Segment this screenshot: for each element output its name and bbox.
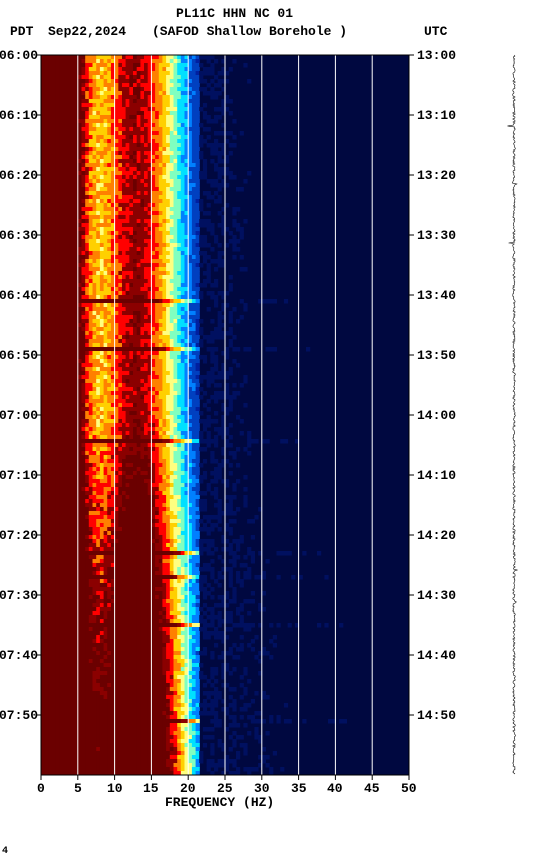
x-tick-label: 40 [327, 781, 343, 796]
spectrogram-chart [0, 0, 552, 864]
x-tick-label: 15 [143, 781, 159, 796]
right-tick-label: 13:00 [417, 48, 456, 63]
right-tick-label: 13:20 [417, 168, 456, 183]
right-tick-label: 14:10 [417, 468, 456, 483]
x-tick-label: 35 [291, 781, 307, 796]
right-tick-label: 14:30 [417, 588, 456, 603]
x-tick-label: 0 [37, 781, 45, 796]
right-tick-label: 14:00 [417, 408, 456, 423]
left-tick-label: 06:50 [0, 348, 38, 363]
x-tick-label: 30 [254, 781, 270, 796]
left-tick-label: 07:40 [0, 648, 38, 663]
left-tick-label: 06:30 [0, 228, 38, 243]
left-tick-label: 06:20 [0, 168, 38, 183]
left-tick-label: 07:50 [0, 708, 38, 723]
x-tick-label: 25 [217, 781, 233, 796]
left-tick-label: 06:00 [0, 48, 38, 63]
x-tick-label: 20 [180, 781, 196, 796]
x-tick-label: 5 [74, 781, 82, 796]
right-tick-label: 14:50 [417, 708, 456, 723]
left-tick-label: 07:00 [0, 408, 38, 423]
x-tick-label: 50 [401, 781, 417, 796]
left-tick-label: 07:10 [0, 468, 38, 483]
footer-text: 4 [2, 846, 8, 857]
x-tick-label: 45 [364, 781, 380, 796]
left-tick-label: 06:10 [0, 108, 38, 123]
right-tick-label: 13:10 [417, 108, 456, 123]
left-tick-label: 07:20 [0, 528, 38, 543]
left-tick-label: 07:30 [0, 588, 38, 603]
left-tick-label: 06:40 [0, 288, 38, 303]
x-tick-label: 10 [107, 781, 123, 796]
right-tick-label: 14:20 [417, 528, 456, 543]
frequency-axis-title: FREQUENCY (HZ) [165, 795, 274, 810]
right-tick-label: 13:30 [417, 228, 456, 243]
right-tick-label: 13:50 [417, 348, 456, 363]
right-tick-label: 13:40 [417, 288, 456, 303]
right-tick-label: 14:40 [417, 648, 456, 663]
